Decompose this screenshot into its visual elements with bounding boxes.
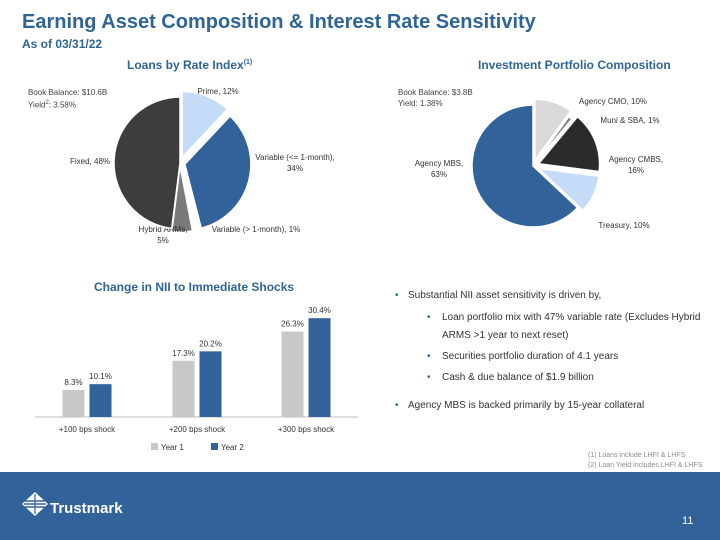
sub-bullet-item: Securities portfolio duration of 4.1 yea… <box>395 348 710 366</box>
bar <box>172 360 195 417</box>
sub-bullet-item: Cash & due balance of $1.9 billion <box>395 369 710 387</box>
bar-data-label: 8.3% <box>64 378 82 387</box>
x-tick-label: +100 bps shock <box>59 425 116 434</box>
legend-label: Year 2 <box>221 443 244 452</box>
legend-swatch <box>151 443 158 450</box>
pie-slice-label: Agency CMO, 10% <box>579 97 647 106</box>
investment-book-balance-note: Book Balance: $3.8B Yield: 1.38% <box>398 88 473 108</box>
page-title: Earning Asset Composition & Interest Rat… <box>22 11 536 33</box>
pie-slice <box>536 167 600 212</box>
x-tick-label: +200 bps shock <box>169 425 226 434</box>
page-number: 11 <box>682 515 694 527</box>
pie-slice-label: Muni & SBA, 1% <box>600 116 659 125</box>
pie-slice-label: Prime, 12% <box>197 87 238 96</box>
x-tick-label: +300 bps shock <box>278 425 335 434</box>
bullet-item: Agency MBS is backed primarily by 15-yea… <box>395 398 710 414</box>
pie-slice <box>170 165 194 233</box>
bar <box>308 318 331 417</box>
footnotes: (1) Loans include LHFI & LHFS (2) Loan Y… <box>588 452 703 469</box>
pie-slice-label: Agency MBS, 63% <box>415 159 463 179</box>
bar <box>281 331 304 417</box>
sub-bullet-item: Loan portfolio mix with 47% variable rat… <box>395 309 710 345</box>
pie-slice <box>471 104 579 228</box>
bar <box>89 384 112 417</box>
bar <box>62 390 85 417</box>
pie-slice-label: Fixed, 48% <box>70 157 110 166</box>
loans-chart-title: Loans by Rate Index(1) <box>127 58 253 72</box>
investment-chart-title: Investment Portfolio Composition <box>478 58 671 72</box>
pie-slice-label: Variable (<= 1-month), 34% <box>255 153 334 173</box>
pie-slice-label: Variable (> 1-month), 1% <box>212 225 301 234</box>
pie-slice <box>113 96 181 230</box>
pie-slice <box>532 115 573 167</box>
footer-bar <box>0 472 720 540</box>
pie-slice-label: Treasury, 10% <box>598 221 649 230</box>
pie-slice-label: Hybrid ARMs, 5% <box>139 225 188 245</box>
trustmark-logo-icon <box>22 492 48 516</box>
bar-data-label: 30.4% <box>308 306 331 315</box>
key-points-list: Substantial NII asset sensitivity is dri… <box>395 288 710 414</box>
pie-slice <box>184 115 252 230</box>
loans-book-balance-note: Book Balance: $10.6B Yield2: 3.58% <box>28 88 108 110</box>
bar-data-label: 10.1% <box>89 372 112 381</box>
bar-data-label: 20.2% <box>199 339 222 348</box>
bar-data-label: 17.3% <box>172 349 195 358</box>
brand-name: Trustmark <box>50 500 123 517</box>
page-subtitle: As of 03/31/22 <box>22 37 103 51</box>
bullet-item: Substantial NII asset sensitivity is dri… <box>395 288 710 304</box>
pie-slice-label: Agency CMBS, 16% <box>609 155 663 175</box>
bar-data-label: 26.3% <box>281 320 304 329</box>
pie-slice <box>537 115 601 173</box>
bar <box>199 351 222 417</box>
pie-slice <box>534 98 572 163</box>
legend-swatch <box>211 443 218 450</box>
nii-chart-title: Change in NII to Immediate Shocks <box>94 280 295 294</box>
legend-label: Year 1 <box>161 443 184 452</box>
pie-slice <box>181 90 229 160</box>
